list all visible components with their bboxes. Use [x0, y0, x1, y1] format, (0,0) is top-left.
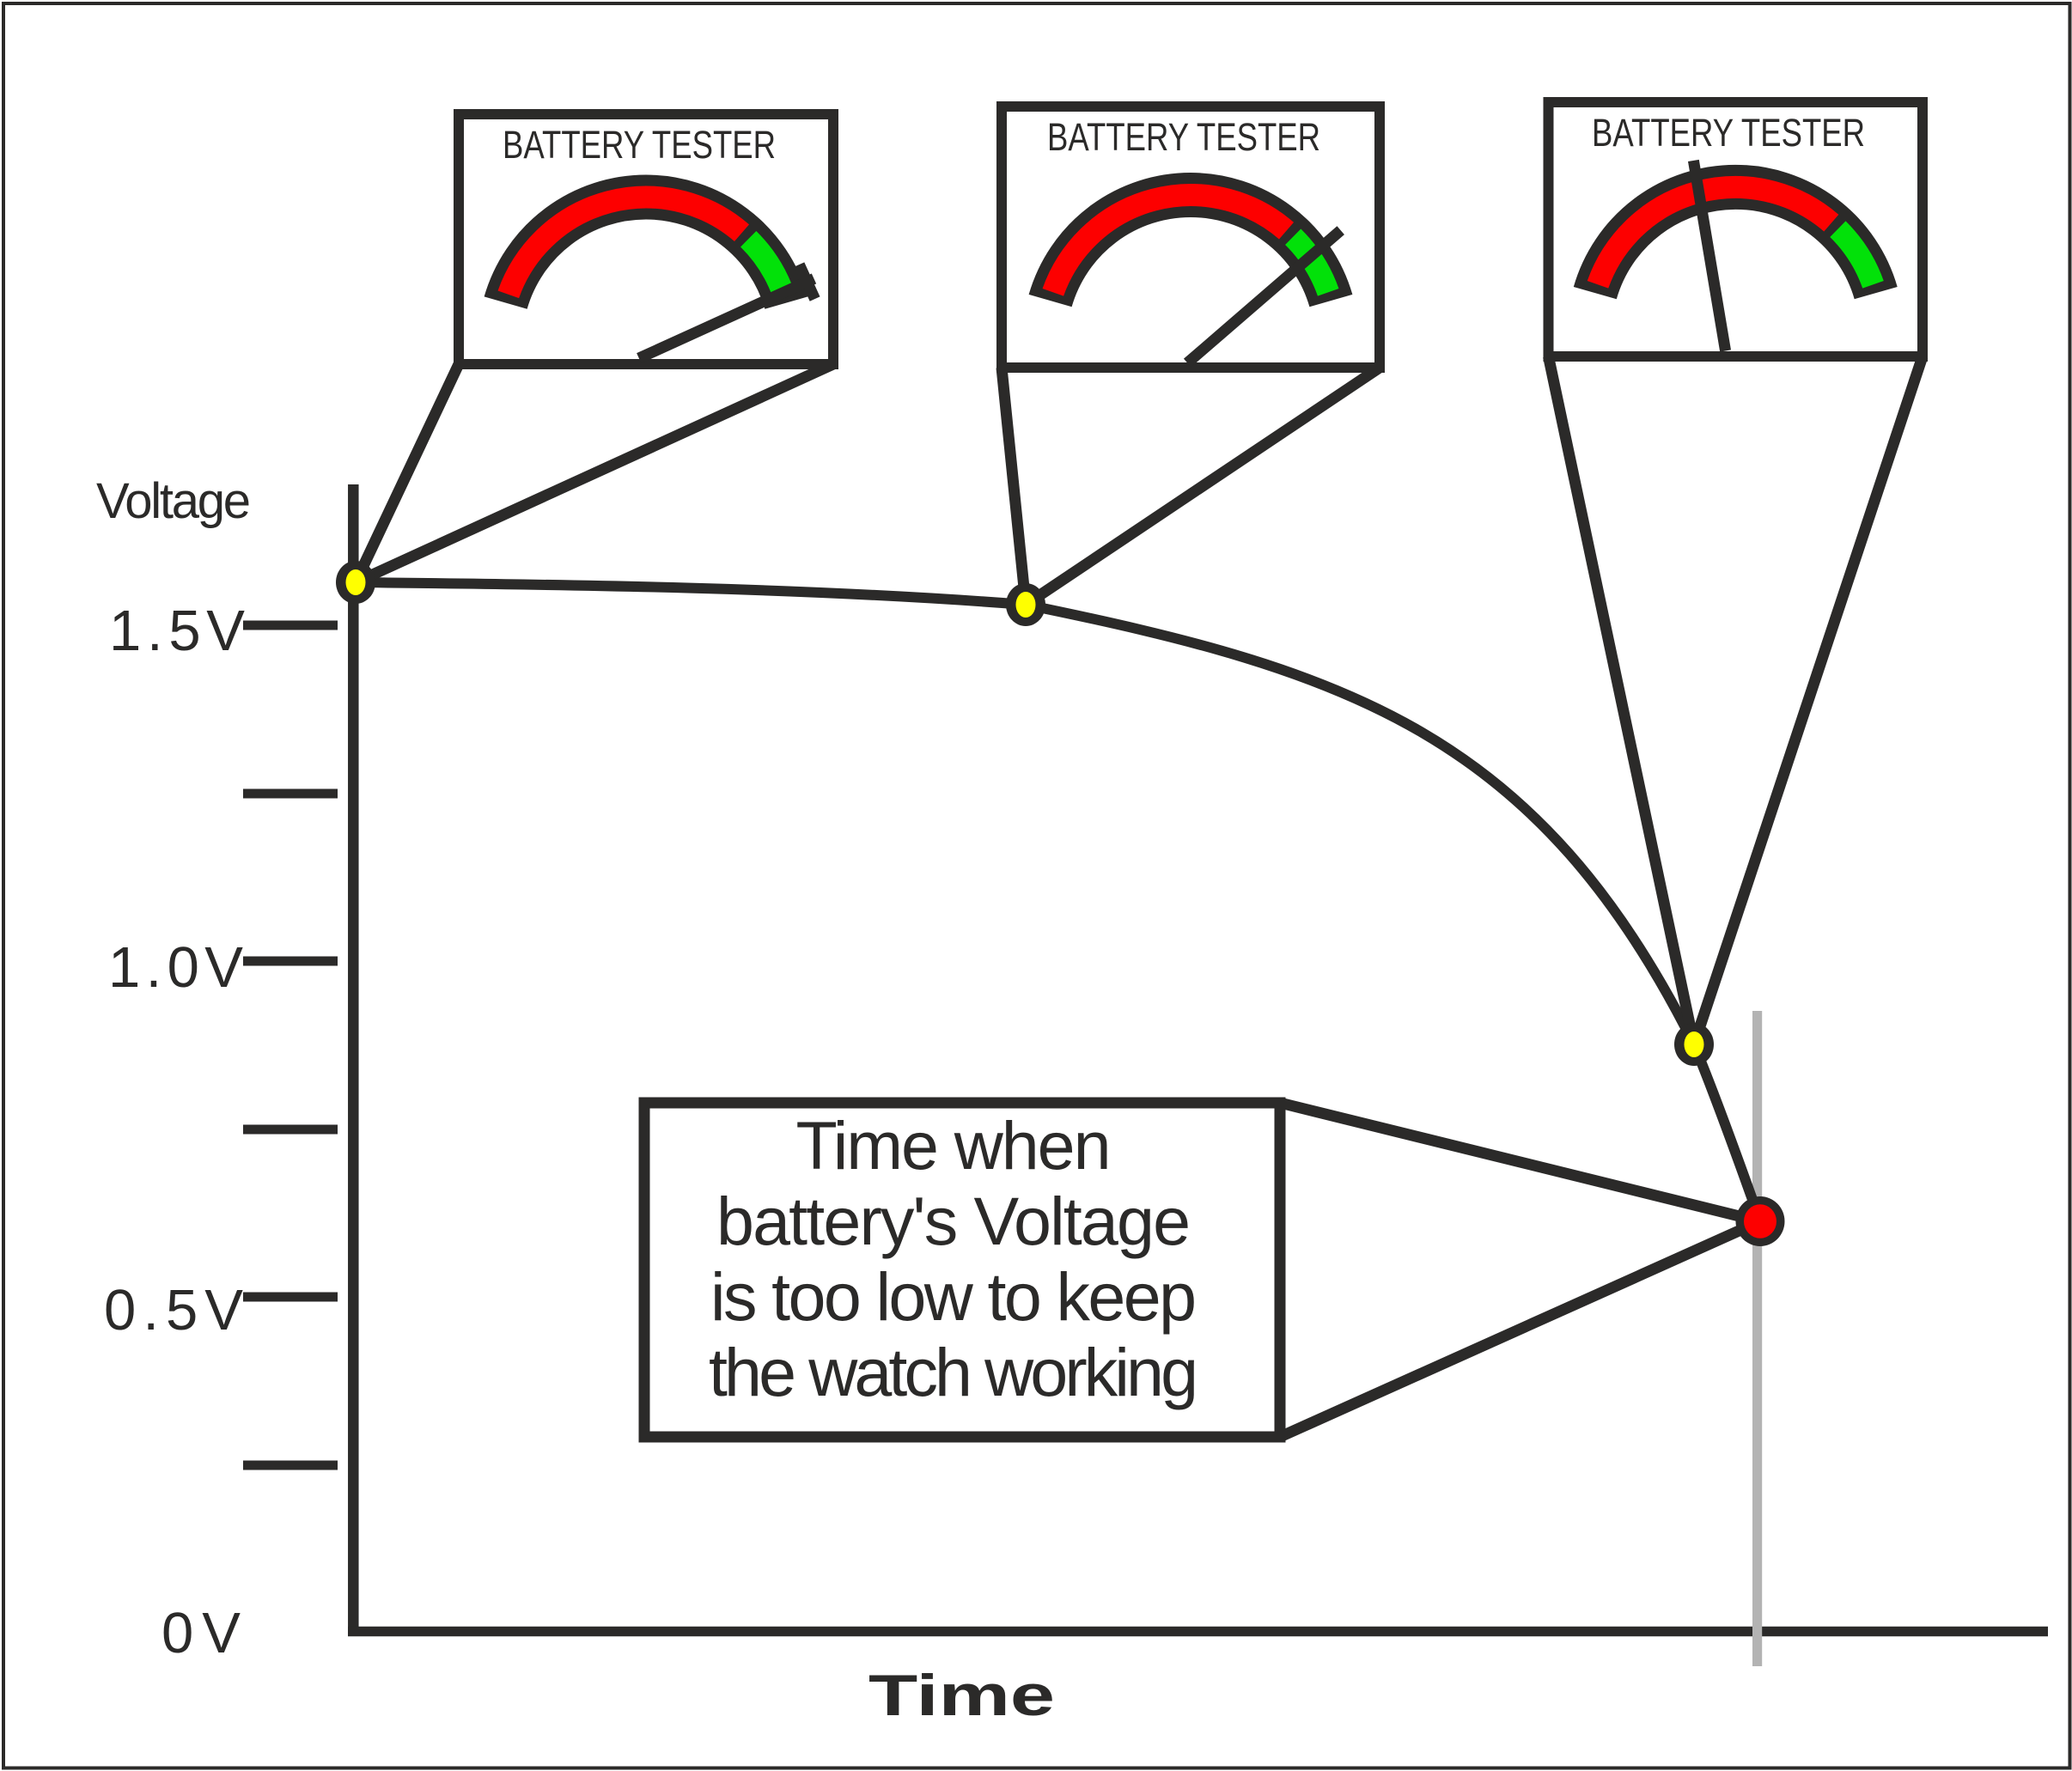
svg-text:BATTERY TESTER: BATTERY TESTER — [1047, 115, 1320, 159]
svg-text:Voltage: Voltage — [96, 473, 251, 529]
svg-text:0.5V: 0.5V — [104, 1278, 243, 1342]
svg-text:the watch working: the watch working — [709, 1334, 1198, 1410]
svg-text:Time: Time — [868, 1663, 1055, 1728]
svg-text:BATTERY TESTER: BATTERY TESTER — [503, 123, 776, 167]
svg-text:is too low to keep: is too low to keep — [710, 1258, 1197, 1335]
svg-text:Time when: Time when — [796, 1107, 1112, 1184]
svg-text:battery's Voltage: battery's Voltage — [716, 1183, 1191, 1259]
svg-text:1.5V: 1.5V — [109, 599, 245, 663]
svg-text:1.0V: 1.0V — [108, 935, 243, 1000]
svg-text:BATTERY TESTER: BATTERY TESTER — [1592, 111, 1865, 155]
